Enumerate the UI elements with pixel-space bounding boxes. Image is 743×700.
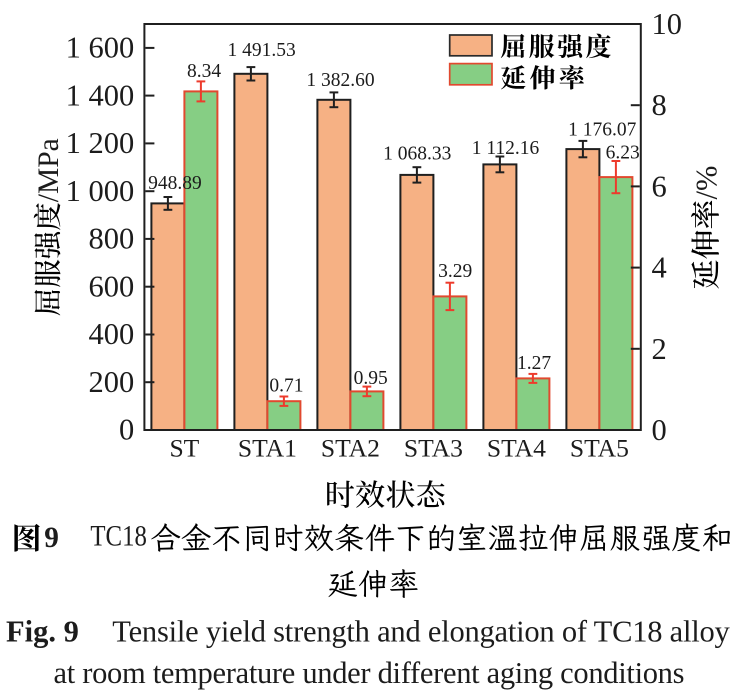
svg-text:6: 6: [652, 169, 667, 203]
svg-text:/MPa: /MPa: [33, 138, 65, 202]
svg-text:1 112.16: 1 112.16: [472, 138, 540, 159]
svg-text:0: 0: [652, 413, 667, 447]
svg-text:STA4: STA4: [487, 434, 546, 463]
svg-text:600: 600: [89, 269, 135, 303]
svg-text:1 000: 1 000: [66, 174, 135, 208]
svg-text:/%: /%: [690, 166, 724, 200]
svg-text:STA1: STA1: [238, 434, 297, 463]
svg-text:948.89: 948.89: [148, 173, 202, 194]
svg-text:1.27: 1.27: [517, 353, 551, 374]
svg-text:800: 800: [89, 222, 135, 256]
svg-text:STA2: STA2: [321, 434, 380, 463]
svg-text:1 491.53: 1 491.53: [227, 40, 295, 61]
svg-text:at room temperature under diff: at room temperature under different agin…: [54, 656, 685, 690]
svg-text:ST: ST: [169, 434, 199, 463]
svg-text:STA3: STA3: [404, 434, 463, 463]
svg-text:8: 8: [652, 88, 667, 122]
svg-text:0.71: 0.71: [269, 376, 303, 397]
svg-text:400: 400: [89, 317, 135, 351]
svg-text:0.95: 0.95: [354, 368, 388, 389]
svg-text:Tensile yield strength and elo: Tensile yield strength and elongation of…: [112, 615, 730, 649]
svg-text:1 200: 1 200: [66, 126, 135, 160]
svg-text:1 176.07: 1 176.07: [568, 120, 637, 141]
svg-text:1 400: 1 400: [66, 78, 135, 112]
svg-text:TC18: TC18: [90, 519, 146, 552]
svg-text:9: 9: [44, 522, 59, 554]
svg-text:3.29: 3.29: [438, 261, 472, 282]
svg-text:1 382.60: 1 382.60: [306, 70, 374, 91]
svg-text:2: 2: [652, 332, 667, 366]
svg-text:Fig. 9: Fig. 9: [6, 615, 79, 649]
svg-text:1 600: 1 600: [66, 31, 135, 65]
svg-text:6.23: 6.23: [606, 143, 640, 164]
svg-text:4: 4: [652, 251, 667, 285]
svg-text:1 068.33: 1 068.33: [383, 143, 451, 164]
svg-text:STA5: STA5: [570, 434, 629, 463]
svg-text:0: 0: [119, 413, 134, 447]
svg-text:8.34: 8.34: [187, 61, 221, 82]
svg-text:10: 10: [652, 7, 683, 41]
svg-text:200: 200: [89, 365, 135, 399]
